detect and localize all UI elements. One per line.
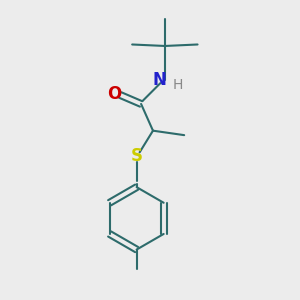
Text: O: O [107, 85, 122, 103]
Text: S: S [130, 147, 142, 165]
Text: N: N [153, 71, 166, 89]
Text: H: H [173, 78, 183, 92]
